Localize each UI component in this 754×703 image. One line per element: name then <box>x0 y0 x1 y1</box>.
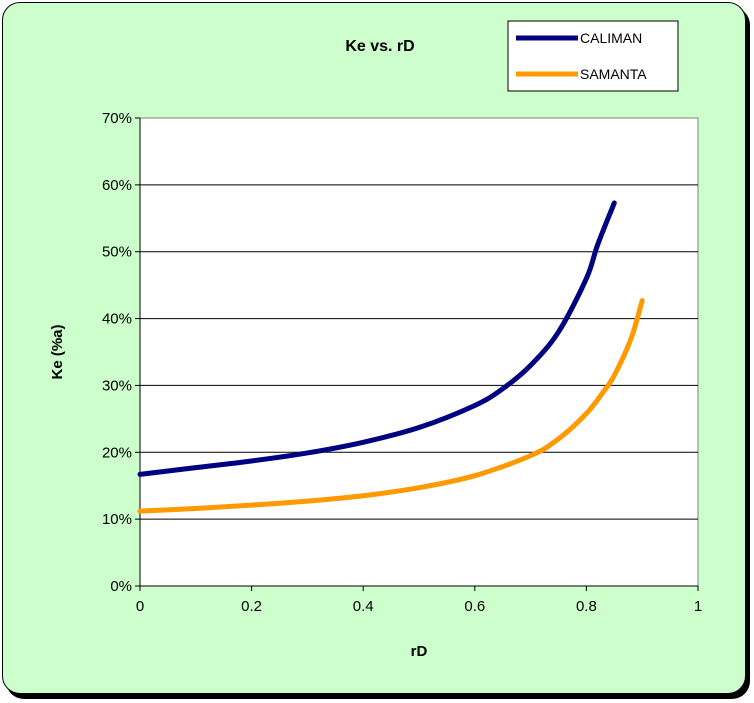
legend-box <box>507 20 679 92</box>
chart-title: Ke vs. rD <box>345 38 414 55</box>
legend-label-caliman: CALIMAN <box>580 30 642 46</box>
legend[interactable]: CALIMAN SAMANTA <box>507 20 679 92</box>
y-tick-label: 30% <box>102 377 132 394</box>
y-tick-label: 0% <box>110 578 132 595</box>
y-axis-title: Ke (%a) <box>49 324 66 379</box>
y-tick-label: 70% <box>102 110 132 127</box>
x-tick-label: 1 <box>694 598 702 615</box>
series-line-caliman[interactable] <box>137 200 617 477</box>
x-tick-label: 0 <box>136 598 144 615</box>
y-tick-label: 40% <box>102 311 132 328</box>
series-lines <box>137 200 645 514</box>
legend-label-samanta: SAMANTA <box>580 66 647 82</box>
x-axis-title: rD <box>411 643 428 660</box>
grid-lines <box>140 184 698 520</box>
x-tick-label: 0.6 <box>464 598 485 615</box>
x-tick-label: 0.8 <box>576 598 597 615</box>
x-axis-ticks: 0 0.2 0.4 0.6 0.8 1 <box>136 585 702 615</box>
x-tick-label: 0.4 <box>353 598 374 615</box>
series-line-samanta[interactable] <box>137 298 645 514</box>
y-tick-label: 10% <box>102 511 132 528</box>
x-tick-label: 0.2 <box>241 598 262 615</box>
y-tick-label: 50% <box>102 244 132 261</box>
y-axis-ticks: 0% 10% 20% 30% 40% 50% 60% 70% <box>102 110 141 595</box>
plot-area <box>139 117 699 587</box>
y-tick-label: 60% <box>102 177 132 194</box>
y-tick-label: 20% <box>102 444 132 461</box>
